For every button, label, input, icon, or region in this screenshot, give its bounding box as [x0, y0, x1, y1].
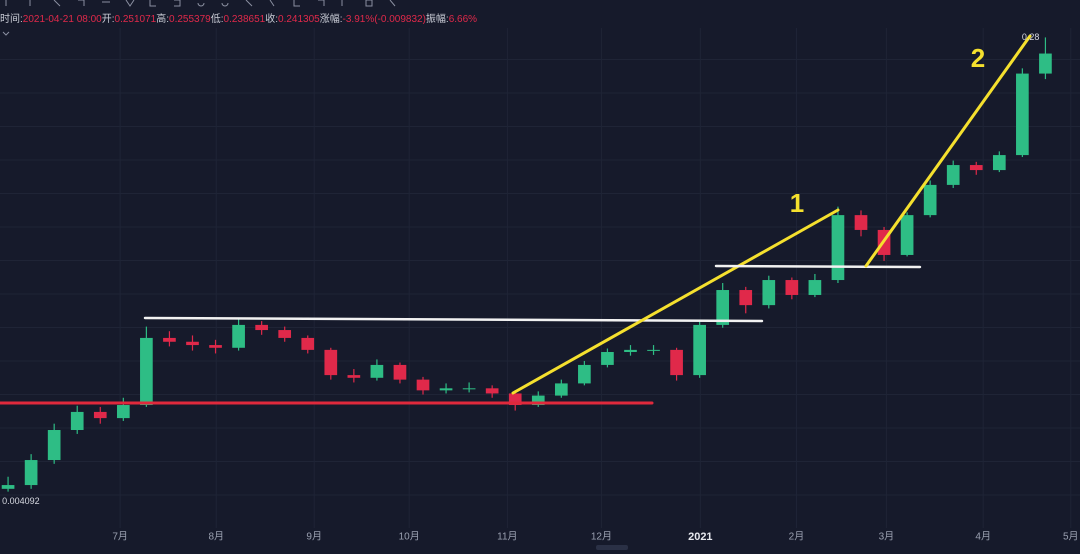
candle-body [647, 349, 660, 351]
extreme-label: 0.28 [1022, 32, 1040, 42]
candle-body [1039, 53, 1052, 74]
candle-body [508, 393, 522, 406]
candle-body [255, 324, 268, 331]
x-tick-label: 4月 [975, 531, 991, 543]
candle-body [739, 290, 753, 306]
candle-body [140, 337, 153, 406]
candle-body [785, 280, 799, 295]
candle-body [485, 388, 499, 394]
candle-body [324, 349, 338, 376]
toolbar [2, 0, 396, 36]
candle-body [1016, 73, 1029, 156]
candle-body [969, 165, 983, 171]
candle-body [670, 349, 683, 376]
candle-body [693, 324, 706, 376]
candle-body [808, 280, 822, 295]
candle-body [1, 485, 15, 489]
candle-body [301, 337, 315, 350]
info-line: 时间:2021-04-21 08:00开:0.251071高:0.255379低… [0, 12, 477, 25]
candle-body [992, 155, 1006, 171]
info-value: 0.238651 [224, 14, 266, 25]
resistance-line [143, 316, 764, 323]
candle-body [716, 290, 730, 325]
x-tick-label: 2021 [688, 531, 712, 543]
plot [1, 37, 1052, 492]
candle-body [163, 337, 176, 342]
x-tick-label: 11月 [497, 531, 517, 543]
candle-body [47, 430, 61, 461]
info-value: 6.66% [449, 14, 477, 25]
candle-body [624, 349, 637, 353]
resistance-line [714, 264, 922, 269]
annotation: 2 [971, 43, 985, 73]
toolbar-icons[interactable] [5, 0, 396, 7]
candle-body [554, 383, 568, 396]
candle-body [347, 375, 361, 378]
candle-body [831, 215, 845, 281]
annotation: 1 [790, 188, 804, 218]
info-label: 收: [265, 12, 278, 25]
x-tick-label: 5月 [1063, 531, 1079, 543]
candle-body [116, 405, 130, 419]
x-tick-label: 7月 [112, 531, 128, 543]
candle-body [209, 345, 222, 348]
candle-body [762, 280, 776, 306]
collapse-chevron[interactable] [2, 31, 10, 36]
candle-body [946, 165, 960, 185]
info-value: 0.255379 [169, 14, 211, 25]
trend-line [511, 208, 840, 395]
extreme-label: 0.004092 [2, 496, 40, 506]
candle-body [93, 411, 107, 419]
candle-body [900, 215, 914, 255]
candle-body [278, 330, 292, 338]
x-tick-label: 2月 [789, 531, 805, 543]
scrollbar[interactable] [596, 545, 628, 550]
candle-body [416, 379, 430, 391]
x-tick-label: 3月 [879, 531, 895, 543]
info-value: -3.91%(-0.009832) [343, 14, 426, 25]
trend-line [864, 34, 1032, 268]
x-tick-label: 9月 [306, 531, 322, 543]
info-label: 低: [211, 12, 224, 25]
candle-body [370, 364, 384, 378]
info-value: 2021-04-21 08:00 [23, 14, 102, 25]
x-tick-label: 8月 [208, 531, 224, 543]
info-label: 时间: [0, 12, 23, 25]
info-label: 涨幅: [320, 12, 343, 25]
candle-body [531, 395, 545, 406]
candle-body [70, 411, 84, 431]
candle-body [186, 341, 199, 346]
candle-body [578, 364, 591, 384]
info-label: 开: [102, 14, 115, 25]
candle-body [24, 460, 38, 486]
x-tick-label: 12月 [591, 531, 612, 543]
info-value: 0.241305 [278, 14, 320, 25]
candle-body [601, 352, 614, 365]
candle-body [923, 184, 937, 216]
grid [0, 28, 1080, 528]
drawings: 1 2 [0, 34, 1032, 405]
x-tick-label: 10月 [399, 531, 420, 543]
candle-body [439, 388, 453, 391]
info-label: 振幅: [426, 12, 449, 25]
info-value: 0.251071 [115, 14, 157, 25]
candle-body [854, 215, 868, 230]
candle-body [393, 364, 407, 380]
candle-body [232, 324, 245, 348]
candle-body [462, 388, 476, 390]
info-label: 高: [156, 12, 169, 25]
